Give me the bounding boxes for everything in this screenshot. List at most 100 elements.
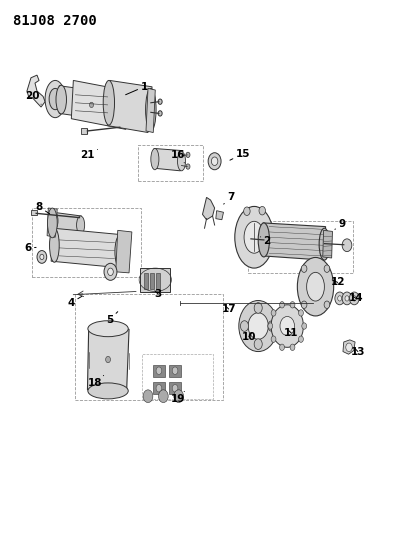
Ellipse shape <box>324 265 330 272</box>
Ellipse shape <box>302 323 307 329</box>
Bar <box>153 382 164 394</box>
Polygon shape <box>27 75 45 107</box>
Ellipse shape <box>345 296 349 301</box>
Polygon shape <box>87 328 129 391</box>
Text: 4: 4 <box>68 296 82 308</box>
Ellipse shape <box>108 268 113 276</box>
Polygon shape <box>59 86 138 124</box>
Ellipse shape <box>45 80 65 118</box>
Polygon shape <box>343 340 355 354</box>
Ellipse shape <box>268 323 273 329</box>
Ellipse shape <box>239 301 277 352</box>
Ellipse shape <box>104 263 117 280</box>
Ellipse shape <box>350 292 359 305</box>
Text: 14: 14 <box>349 293 363 303</box>
Ellipse shape <box>301 265 307 272</box>
Ellipse shape <box>290 302 295 308</box>
Ellipse shape <box>301 301 307 309</box>
Bar <box>156 273 160 289</box>
Ellipse shape <box>186 164 190 169</box>
Bar <box>248 221 353 273</box>
Ellipse shape <box>241 321 249 332</box>
Bar <box>140 268 170 292</box>
Ellipse shape <box>37 251 47 263</box>
Polygon shape <box>47 208 57 237</box>
Text: 81J08 2700: 81J08 2700 <box>13 14 96 28</box>
Ellipse shape <box>352 296 356 301</box>
Text: 17: 17 <box>222 304 236 314</box>
Ellipse shape <box>90 102 94 108</box>
Ellipse shape <box>208 153 221 169</box>
Polygon shape <box>52 212 81 233</box>
Ellipse shape <box>235 206 273 268</box>
Text: 15: 15 <box>230 149 250 160</box>
Ellipse shape <box>259 206 265 215</box>
Text: 2: 2 <box>260 236 271 246</box>
Polygon shape <box>116 230 132 273</box>
Text: 9: 9 <box>335 219 345 229</box>
Ellipse shape <box>297 257 334 316</box>
Ellipse shape <box>248 313 268 340</box>
Ellipse shape <box>342 239 352 252</box>
Ellipse shape <box>177 152 185 171</box>
Ellipse shape <box>172 367 178 374</box>
Text: 3: 3 <box>154 289 162 299</box>
Ellipse shape <box>271 310 276 316</box>
Ellipse shape <box>49 228 59 262</box>
Polygon shape <box>146 88 155 133</box>
Ellipse shape <box>40 254 44 260</box>
Text: 7: 7 <box>224 192 234 204</box>
Ellipse shape <box>174 390 183 402</box>
Text: 8: 8 <box>35 202 50 214</box>
Ellipse shape <box>47 208 57 238</box>
Bar <box>169 365 181 376</box>
Ellipse shape <box>271 336 276 342</box>
Bar <box>169 382 181 394</box>
Text: 12: 12 <box>330 278 345 287</box>
Ellipse shape <box>88 383 128 399</box>
Ellipse shape <box>342 292 352 305</box>
Ellipse shape <box>158 390 168 402</box>
Ellipse shape <box>254 303 262 313</box>
Bar <box>32 208 141 277</box>
Text: 6: 6 <box>25 244 36 253</box>
Ellipse shape <box>156 384 162 392</box>
Bar <box>31 210 37 215</box>
Ellipse shape <box>258 223 269 257</box>
Bar <box>142 354 213 399</box>
Ellipse shape <box>88 321 128 337</box>
Ellipse shape <box>319 228 330 260</box>
Ellipse shape <box>186 152 190 158</box>
Ellipse shape <box>244 221 264 253</box>
Ellipse shape <box>279 344 284 351</box>
Ellipse shape <box>307 272 324 301</box>
Ellipse shape <box>56 85 66 114</box>
Ellipse shape <box>346 343 352 352</box>
Polygon shape <box>153 149 182 171</box>
Ellipse shape <box>280 317 294 336</box>
Bar <box>138 146 202 181</box>
Ellipse shape <box>50 211 58 230</box>
Ellipse shape <box>254 339 262 350</box>
Bar <box>150 273 154 289</box>
Polygon shape <box>202 197 215 220</box>
Ellipse shape <box>324 301 330 309</box>
Polygon shape <box>323 230 333 258</box>
Ellipse shape <box>268 321 276 332</box>
Ellipse shape <box>172 384 178 392</box>
Text: 10: 10 <box>242 332 256 342</box>
Ellipse shape <box>143 390 153 402</box>
Ellipse shape <box>290 344 295 351</box>
Ellipse shape <box>77 216 85 234</box>
Polygon shape <box>262 223 326 260</box>
Ellipse shape <box>103 80 115 125</box>
Ellipse shape <box>338 296 342 301</box>
Ellipse shape <box>298 310 303 316</box>
Bar <box>75 294 223 400</box>
Ellipse shape <box>158 111 162 116</box>
Text: 11: 11 <box>284 328 298 338</box>
Ellipse shape <box>106 357 111 363</box>
Ellipse shape <box>49 88 61 110</box>
Ellipse shape <box>298 336 303 342</box>
Ellipse shape <box>115 236 125 268</box>
